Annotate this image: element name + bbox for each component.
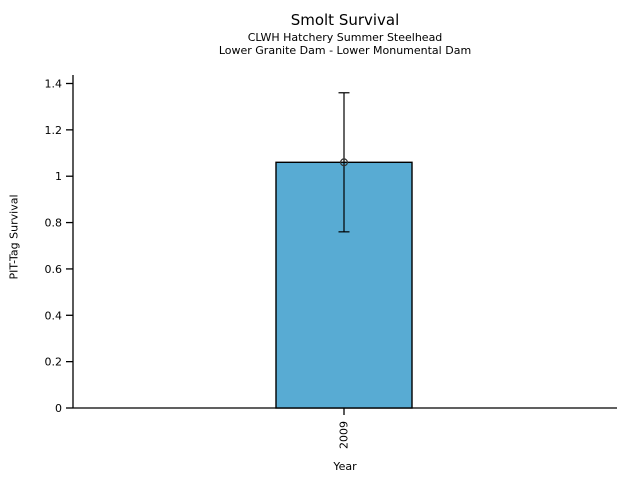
y-tick-label-0.6: 0.6 [45,263,63,276]
y-tick-label-0.2: 0.2 [45,356,63,369]
chart-subtitle-line2: Lower Granite Dam - Lower Monumental Dam [218,44,472,57]
chart-subtitle-line1: CLWH Hatchery Summer Steelhead [247,31,443,44]
y-tick-label-0: 0 [55,402,62,415]
y-tick-label-1.4: 1.4 [45,78,63,91]
y-tick-label-0.8: 0.8 [45,217,63,230]
x-tick-label-2009: 2009 [337,421,351,449]
y-axis-title: PIT-Tag Survival [7,194,21,280]
x-axis-title: Year [333,460,357,473]
y-tick-label-1.2: 1.2 [45,124,63,137]
chart-title: Smolt Survival [290,11,400,29]
y-tick-label-1: 1 [55,170,62,183]
y-tick-label-0.4: 0.4 [45,309,63,322]
point-marker [340,158,349,167]
